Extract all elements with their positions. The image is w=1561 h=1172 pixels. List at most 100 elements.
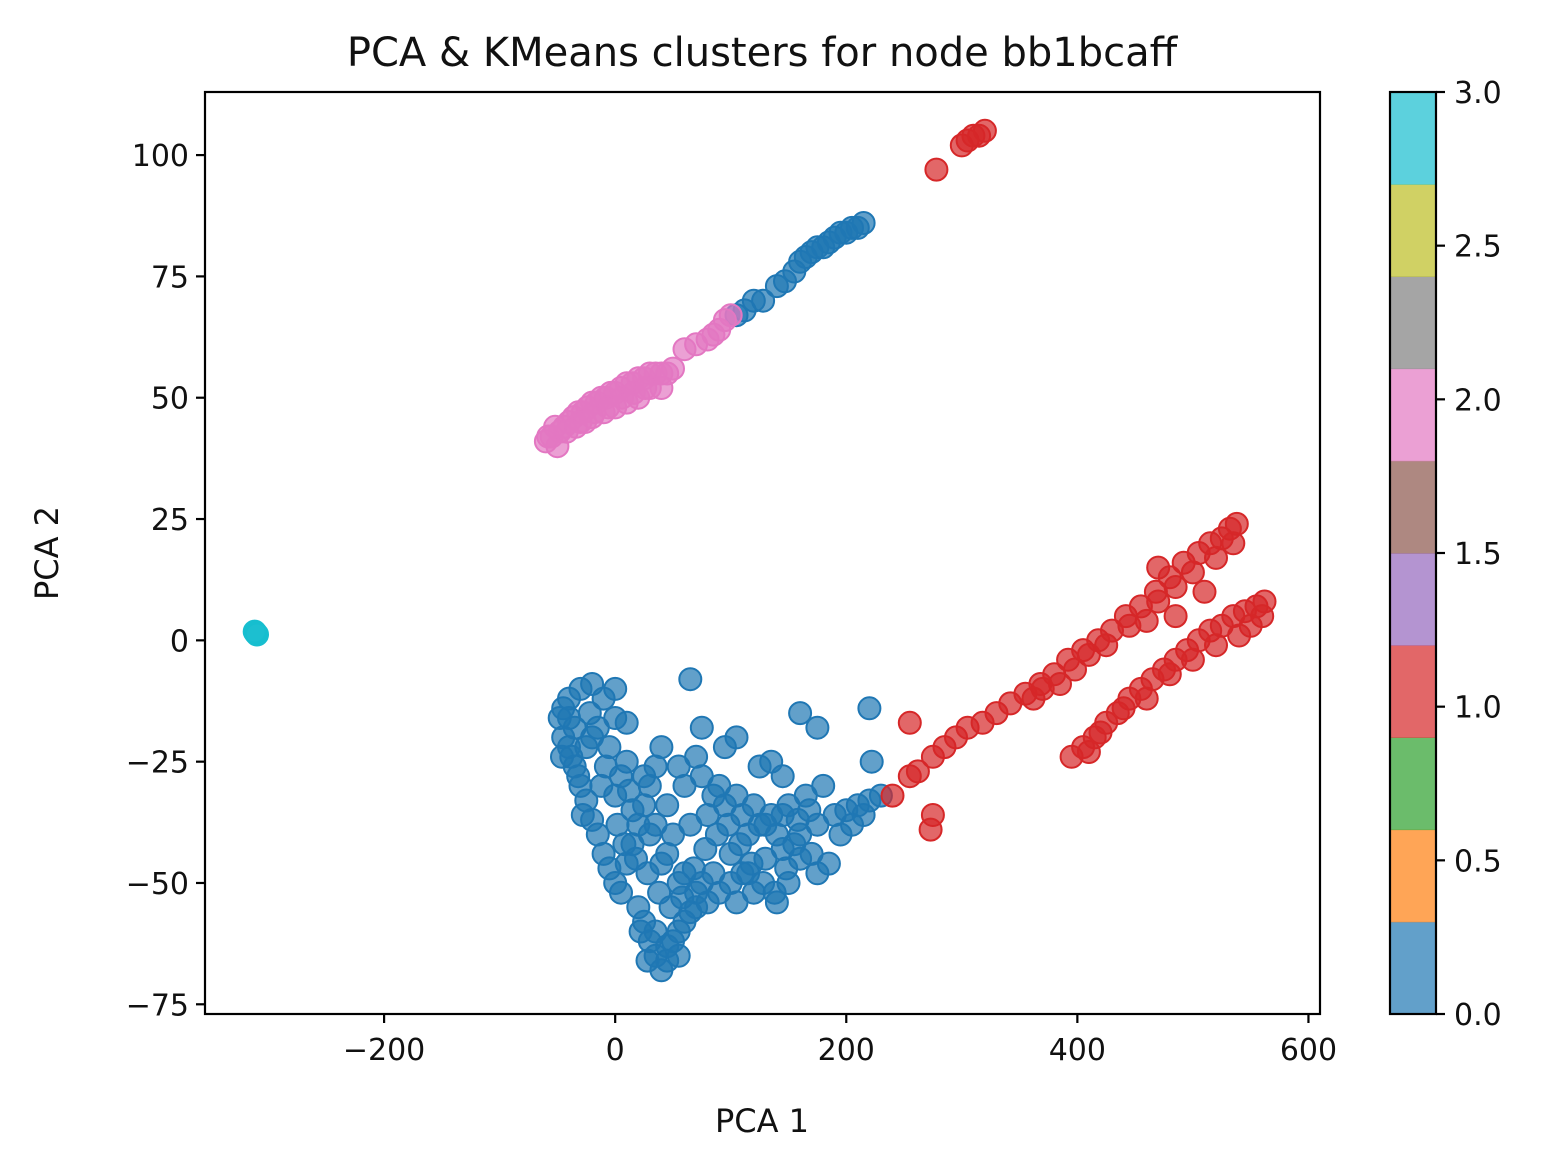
y-axis-label: PCA 2 [28, 506, 66, 600]
colorbar-tick-label-0: 0.0 [1454, 998, 1502, 1033]
y-tick-label-4: 25 [151, 503, 189, 538]
cluster-0-point-121 [724, 725, 749, 750]
cluster-0-point-138 [701, 783, 726, 808]
cluster-0-point-137 [776, 871, 801, 895]
cluster-1-point-37 [1146, 589, 1171, 614]
cluster-0-point-147 [603, 676, 628, 701]
cluster-0-point-143 [574, 735, 599, 760]
cluster-0-point-114 [797, 798, 822, 823]
colorbar-segment-6 [1390, 368, 1436, 462]
cluster-1-point-78 [1163, 604, 1188, 629]
cluster-0-point-119 [689, 715, 714, 740]
colorbar-segment-2 [1390, 737, 1436, 831]
cluster-1-point-70 [1134, 686, 1159, 711]
cluster-1-point-36 [1163, 575, 1188, 599]
cluster-1-point-32 [1224, 511, 1249, 536]
colorbar-segment-1 [1390, 829, 1436, 923]
cluster-0-point-83 [701, 861, 726, 886]
cluster-1-point-77 [1146, 555, 1171, 580]
cluster-1-point-67 [1204, 633, 1228, 658]
cluster-0-point-135 [741, 880, 766, 905]
cluster-0-point-89 [805, 861, 830, 886]
colorbar-segments [1390, 92, 1436, 1015]
cluster-1-point-8 [905, 759, 930, 784]
scatter-points [242, 118, 1277, 983]
cluster-1-point-45 [1021, 686, 1046, 711]
y-tick-label-3: 0 [170, 624, 189, 659]
cluster-1-point-68 [1180, 647, 1205, 672]
y-tick-label-2: −25 [126, 746, 189, 781]
cluster-0-point-140 [666, 754, 691, 779]
cluster-0-point-98 [617, 778, 641, 803]
plot-area [203, 90, 1322, 1016]
y-tick-label-5: 50 [151, 382, 189, 417]
cluster-1-point-69 [1157, 662, 1182, 687]
cluster-1-point-35 [1180, 560, 1205, 585]
colorbar-segment-4 [1390, 553, 1436, 646]
cluster-1-point-72 [1088, 720, 1113, 745]
cluster-0-point-141 [655, 793, 680, 818]
cluster-0-point-125 [788, 701, 813, 726]
colorbar-segment-9 [1390, 92, 1436, 185]
cluster-0-point-168 [851, 211, 876, 235]
y-axis-ticks: −75 −50 −25 0 25 50 75 100 [126, 139, 205, 1023]
cluster-1-point-71 [1111, 696, 1136, 721]
cluster-0-point-103 [670, 885, 695, 910]
cluster-3-point-2 [242, 619, 267, 644]
cluster-2-point-25 [661, 356, 685, 381]
cluster-0-point-144 [589, 773, 614, 798]
cluster-0-point-153 [751, 288, 776, 313]
cluster-1-point-41 [1076, 642, 1101, 667]
colorbar-tick-label-6: 3.0 [1454, 76, 1502, 111]
cluster-0-point-17 [609, 880, 633, 905]
cluster-0-point-136 [764, 890, 789, 915]
cluster-1-point-33 [1221, 531, 1246, 556]
y-tick-label-7: 100 [132, 139, 189, 174]
y-tick-label-1: −50 [126, 867, 189, 902]
cluster-0-point-126 [805, 715, 830, 740]
plot-frame [203, 90, 1322, 1016]
x-tick-label-2: 200 [818, 1033, 875, 1068]
colorbar-segment-3 [1390, 645, 1436, 738]
x-tick-label-4: 600 [1280, 1033, 1337, 1068]
cluster-1-point-4 [972, 118, 997, 143]
x-tick-label-3: 400 [1049, 1033, 1106, 1068]
y-tick-label-6: 75 [151, 260, 189, 295]
cluster-0-point-117 [851, 803, 876, 827]
cluster-0-point-100 [635, 861, 660, 886]
cluster-0-point-128 [859, 749, 884, 774]
cluster-0-point-104 [681, 856, 706, 881]
cluster-2-point-50 [633, 376, 658, 400]
cluster-0-point-29 [632, 764, 657, 789]
cluster-1-point-79 [1192, 579, 1217, 604]
cluster-1-point-6 [880, 783, 905, 808]
x-tick-label-1: 0 [606, 1033, 625, 1068]
cluster-1-point-42 [1063, 657, 1087, 682]
cluster-0-point-79 [811, 773, 836, 798]
colorbar-segment-0 [1390, 921, 1436, 1015]
cluster-1-point-73 [1076, 740, 1101, 764]
x-axis-ticks: −200 0 200 400 600 [343, 1014, 1337, 1068]
colorbar-segment-5 [1390, 460, 1436, 554]
cluster-0-point-6 [614, 710, 639, 735]
cluster-0-point-108 [728, 832, 752, 857]
cluster-0-point-142 [643, 812, 668, 837]
cluster-0-point-134 [730, 861, 755, 886]
colorbar-tick-label-4: 2.0 [1454, 383, 1502, 418]
cluster-0-point-148 [547, 706, 572, 730]
x-axis-label: PCA 1 [715, 1102, 809, 1140]
cluster-0-point-132 [628, 919, 653, 944]
cluster-1-point-76 [897, 710, 922, 735]
x-tick-label-0: −200 [343, 1033, 425, 1068]
cluster-1-point-5 [924, 157, 949, 182]
colorbar-ticks: 0.0 0.5 1.0 1.5 2.0 2.5 3.0 [1436, 76, 1502, 1033]
colorbar-tick-label-2: 1.0 [1454, 691, 1502, 726]
cluster-0-point-131 [666, 943, 691, 968]
chart-title: PCA & KMeans clusters for node bb1bcaff [347, 30, 1179, 76]
cluster-0-point-24 [649, 735, 674, 760]
colorbar: 0.0 0.5 1.0 1.5 2.0 2.5 3.0 [1388, 76, 1502, 1033]
cluster-0-point-93 [570, 803, 595, 827]
cluster-1-point-39 [1117, 613, 1142, 638]
cluster-0-point-127 [857, 696, 882, 721]
cluster-0-point-133 [635, 948, 660, 973]
